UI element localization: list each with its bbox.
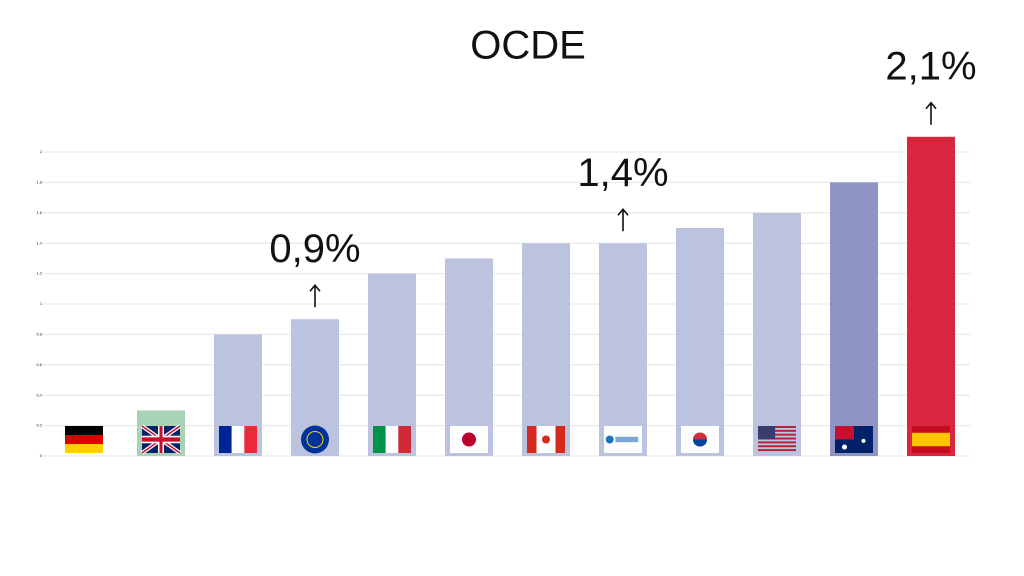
- flag-part: [385, 426, 399, 453]
- flag-part: [835, 426, 854, 440]
- flag-part: [244, 426, 257, 453]
- flag-part: [758, 433, 796, 436]
- flag: [219, 426, 257, 453]
- y-tick-label: 0.2: [36, 423, 42, 428]
- flag-part: [842, 444, 847, 450]
- flag: [604, 426, 642, 453]
- flag-part: [219, 426, 232, 453]
- flag: [758, 426, 796, 452]
- flag-part: [758, 437, 796, 440]
- flag: [450, 426, 488, 453]
- flag-part: [758, 441, 796, 444]
- bar: [753, 212, 801, 456]
- bar: [907, 136, 955, 457]
- bar: [676, 228, 724, 456]
- flag-part: [758, 449, 796, 452]
- flag-part: [758, 445, 796, 448]
- y-tick-label: 0.6: [36, 362, 42, 367]
- flag-part: [615, 436, 639, 443]
- flag-part: [555, 426, 565, 453]
- flag-part: [65, 426, 103, 435]
- flag-part: [398, 426, 411, 453]
- y-tick-label: 1.6: [36, 210, 42, 215]
- flag-part: [912, 432, 950, 447]
- flag-part: [142, 437, 180, 442]
- flag-part: [65, 435, 103, 444]
- value-label: 2,1%: [885, 44, 976, 88]
- flag-part: [373, 426, 386, 453]
- flag-part: [65, 444, 103, 453]
- arrow: [309, 283, 321, 308]
- flag-part: [758, 426, 776, 440]
- bar: [599, 243, 647, 456]
- flag-part: [693, 439, 708, 447]
- arrow: [617, 207, 629, 232]
- value-label: 0,9%: [269, 227, 360, 271]
- y-tick-label: 1.8: [36, 179, 42, 184]
- flag-part: [527, 426, 537, 453]
- flag: [681, 426, 719, 453]
- flag-part: [306, 431, 324, 448]
- flag-part: [231, 426, 245, 453]
- flag: [301, 425, 329, 454]
- flag: [835, 426, 873, 453]
- y-tick-label: 1.2: [36, 271, 42, 276]
- flag: [912, 426, 950, 453]
- chart-title: OCDE: [470, 24, 586, 68]
- flag-part: [861, 438, 866, 443]
- bar: [522, 243, 570, 456]
- bar: [445, 258, 493, 456]
- bar: [830, 182, 878, 456]
- flag-part: [605, 435, 614, 444]
- bar: [368, 273, 416, 456]
- y-tick-label: 1.4: [36, 240, 42, 245]
- value-label: 1,4%: [577, 151, 668, 195]
- flag-part: [758, 429, 796, 432]
- flag-part: [758, 426, 796, 428]
- flag: [140, 424, 182, 455]
- y-tick-label: 0.8: [36, 331, 42, 336]
- flag: [65, 426, 103, 453]
- flag-part: [542, 435, 550, 444]
- y-tick-label: 0.4: [36, 392, 42, 397]
- arrow: [925, 101, 937, 125]
- flag: [527, 426, 565, 453]
- flag-part: [301, 425, 329, 454]
- flag: [373, 426, 411, 453]
- flag-part: [462, 432, 476, 447]
